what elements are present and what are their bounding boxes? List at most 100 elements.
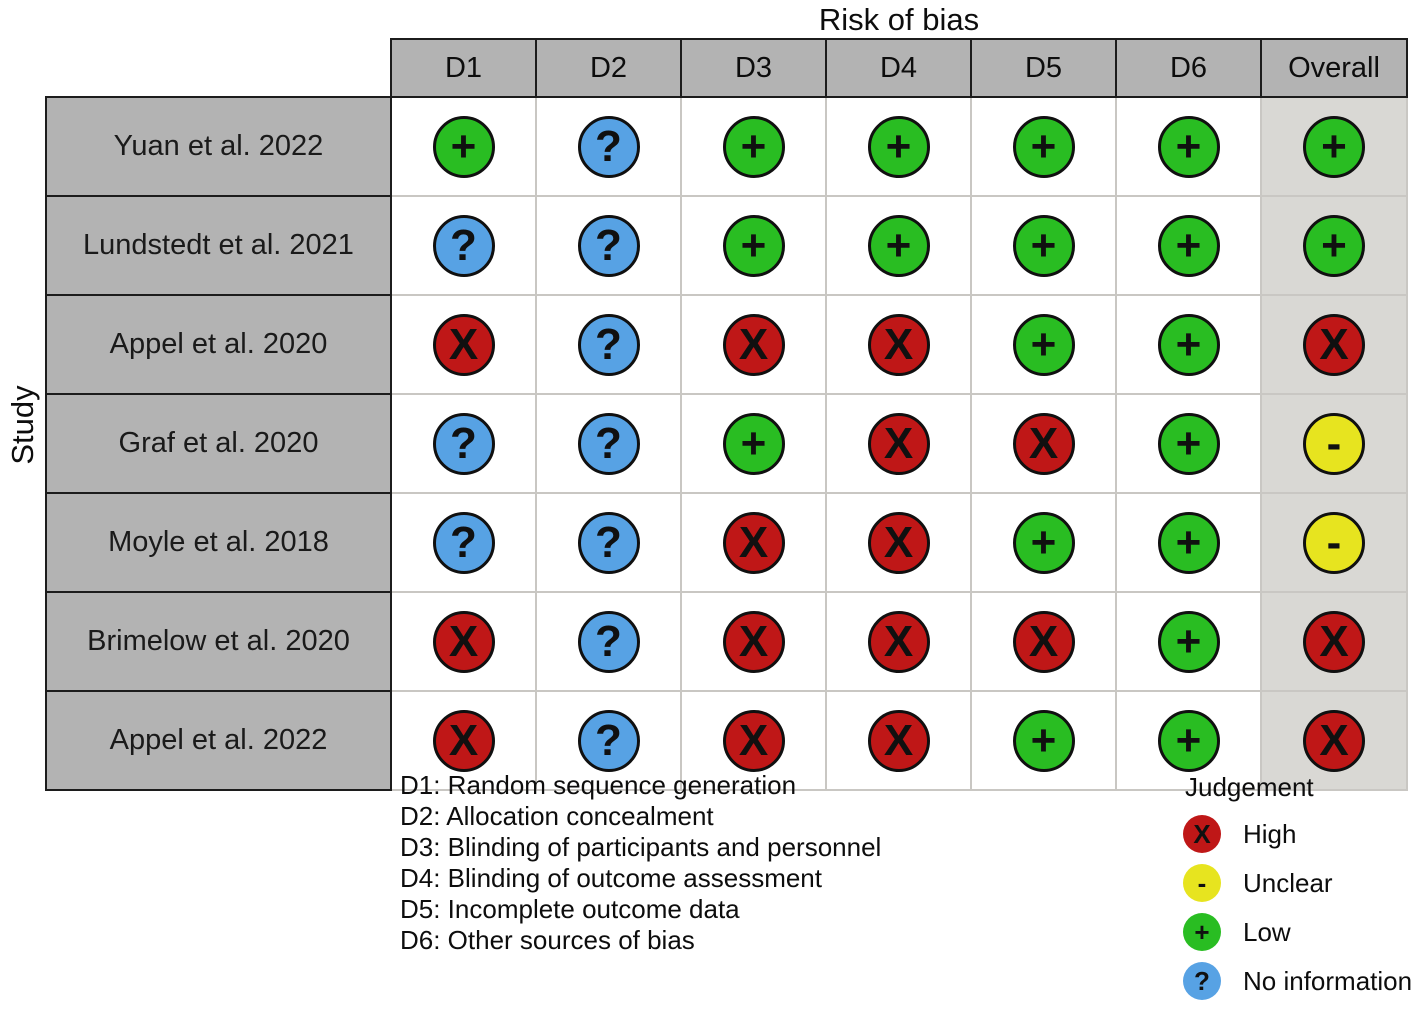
table-row: Appel et al. 2020 X? X X + + X	[45, 294, 1408, 395]
judgement-no-information-icon: ?	[432, 511, 495, 574]
overall-judgement-cell: -	[1260, 393, 1408, 494]
overall-judgement-cell: X	[1260, 690, 1408, 791]
judgement-low-icon: +	[722, 115, 785, 178]
study-label: Graf et al. 2020	[45, 393, 392, 494]
judgement-high-icon: X	[722, 313, 785, 376]
judgement-low-icon: +	[1303, 214, 1365, 277]
table-row: Yuan et al. 2022 +? + + + + +	[45, 96, 1408, 197]
judgement-cell: ?	[535, 591, 682, 692]
judgement-cell: X	[680, 492, 827, 593]
judgement-low-icon: +	[1012, 313, 1075, 376]
overall-judgement-cell: +	[1260, 96, 1408, 197]
judgement-cell: X	[970, 591, 1117, 692]
judgement-high-icon: X	[867, 511, 930, 574]
judgement-no-information-icon: ?	[577, 412, 640, 475]
judgement-no-information-icon: ?	[432, 214, 495, 277]
judgement-cell: X	[825, 294, 972, 395]
judgement-no-information-icon: ?	[432, 412, 495, 475]
judgement-low-icon: +	[1157, 412, 1220, 475]
judgement-low-icon: +	[867, 214, 930, 277]
judgement-cell: +	[970, 96, 1117, 197]
overall-judgement-cell: X	[1260, 294, 1408, 395]
column-header-d2: D2	[535, 38, 682, 98]
column-header-d1: D1	[390, 38, 537, 98]
judgement-unclear-icon: -	[1303, 511, 1365, 574]
table-row: Moyle et al. 2018?? X X + + -	[45, 492, 1408, 593]
domain-footnote: D4: Blinding of outcome assessment	[400, 863, 822, 893]
judgement-cell: +	[1115, 294, 1262, 395]
domain-footnotes: D1: Random sequence generation D2: Alloca…	[400, 770, 881, 956]
judgement-cell: X	[680, 294, 827, 395]
judgement-no-information-icon: ?	[577, 115, 640, 178]
judgement-cell: X	[390, 690, 537, 791]
judgement-cell: +	[970, 195, 1117, 296]
column-header-overall: Overall	[1260, 38, 1408, 98]
judgement-high-icon: X	[867, 313, 930, 376]
judgement-high-icon: X	[867, 412, 930, 475]
judgement-no-information-icon: ?	[577, 313, 640, 376]
legend-item-unclear: - Unclear	[1183, 864, 1412, 902]
judgement-low-icon: +	[1012, 115, 1075, 178]
study-label: Lundstedt et al. 2021	[45, 195, 392, 296]
study-label: Yuan et al. 2022	[45, 96, 392, 197]
table-row: Brimelow et al. 2020 X? X X X + X	[45, 591, 1408, 692]
table-corner-spacer	[46, 39, 391, 97]
judgement-low-icon: +	[1157, 313, 1220, 376]
judgement-cell: +	[970, 492, 1117, 593]
legend-item-low: + Low	[1183, 913, 1412, 951]
judgement-no-information-icon: ?	[577, 511, 640, 574]
judgement-no-information-icon: ?	[1183, 962, 1221, 1000]
domain-footnote: D6: Other sources of bias	[400, 925, 695, 955]
judgement-cell: +	[1115, 96, 1262, 197]
judgement-high-icon: X	[722, 511, 785, 574]
judgement-high-icon: X	[722, 610, 785, 673]
judgement-low-icon: +	[1157, 610, 1220, 673]
judgement-unclear-icon: -	[1183, 864, 1221, 902]
judgement-no-information-icon: ?	[577, 610, 640, 673]
judgement-cell: +	[1115, 195, 1262, 296]
judgement-cell: X	[970, 393, 1117, 494]
judgement-low-icon: +	[432, 115, 495, 178]
legend-item-high: X High	[1183, 815, 1412, 853]
legend-label: Unclear	[1243, 867, 1333, 898]
judgement-cell: ?	[535, 492, 682, 593]
judgement-low-icon: +	[1012, 709, 1075, 772]
judgement-cell: ?	[535, 96, 682, 197]
study-label: Moyle et al. 2018	[45, 492, 392, 593]
table-row: Appel et al. 2022 X? X X + + X	[45, 690, 1408, 791]
domain-footnote: D5: Incomplete outcome data	[400, 894, 740, 924]
judgement-high-icon: X	[1012, 610, 1075, 673]
judgement-cell: X	[825, 393, 972, 494]
judgement-cell: ?	[535, 195, 682, 296]
judgement-cell: ?	[390, 492, 537, 593]
judgement-cell: X	[680, 591, 827, 692]
judgement-cell: ?	[535, 393, 682, 494]
judgement-cell: +	[680, 96, 827, 197]
domain-footnote: D1: Random sequence generation	[400, 770, 797, 800]
judgement-cell: X	[390, 591, 537, 692]
study-label: Appel et al. 2022	[45, 690, 392, 791]
judgement-cell: +	[825, 96, 972, 197]
column-header-d5: D5	[970, 38, 1117, 98]
judgement-low-icon: +	[1157, 115, 1220, 178]
judgement-high-icon: X	[432, 610, 495, 673]
legend-label: Low	[1243, 916, 1291, 947]
legend-label: No information	[1243, 965, 1413, 996]
judgement-legend: Judgement X High - Unclear + Low? No informati…	[1183, 772, 1412, 1010]
table-header-row: D1 D2 D3 D4 D5 D6 Overall	[46, 38, 1408, 98]
table-row: Lundstedt et al. 2021?? + + + + +	[45, 195, 1408, 296]
judgement-cell: X	[825, 492, 972, 593]
judgement-low-icon: +	[1157, 709, 1220, 772]
study-axis-label: Study	[5, 385, 40, 465]
judgement-cell: X	[825, 690, 972, 791]
judgement-low-icon: +	[722, 412, 785, 475]
judgement-cell: X	[390, 294, 537, 395]
judgement-high-icon: X	[1303, 313, 1365, 376]
domain-footnote: D3: Blinding of participants and personn…	[400, 832, 882, 862]
judgement-high-icon: X	[432, 709, 495, 772]
overall-judgement-cell: X	[1260, 591, 1408, 692]
judgement-cell: +	[680, 195, 827, 296]
judgement-low-icon: +	[1303, 115, 1365, 178]
judgement-unclear-icon: -	[1303, 412, 1365, 475]
